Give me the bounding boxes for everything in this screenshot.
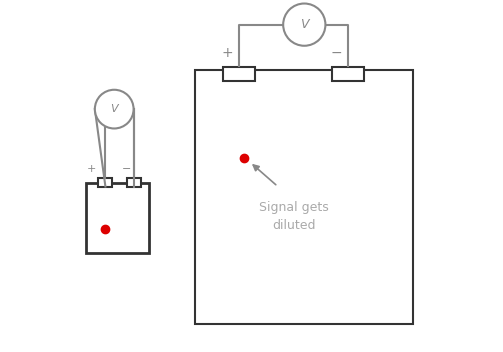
Bar bbox=[223, 67, 255, 81]
Bar bbox=[127, 178, 141, 187]
Text: V: V bbox=[110, 104, 118, 114]
Bar bbox=[99, 178, 113, 187]
Bar bbox=[195, 70, 413, 324]
Circle shape bbox=[95, 90, 134, 128]
Text: −: − bbox=[330, 46, 342, 60]
Bar bbox=[332, 67, 364, 81]
Circle shape bbox=[283, 4, 325, 46]
Bar bbox=[86, 183, 149, 253]
Text: −: − bbox=[122, 164, 131, 174]
Text: +: + bbox=[221, 46, 233, 60]
Text: V: V bbox=[300, 18, 308, 31]
Text: +: + bbox=[87, 164, 96, 174]
Text: Signal gets
diluted: Signal gets diluted bbox=[259, 201, 328, 232]
